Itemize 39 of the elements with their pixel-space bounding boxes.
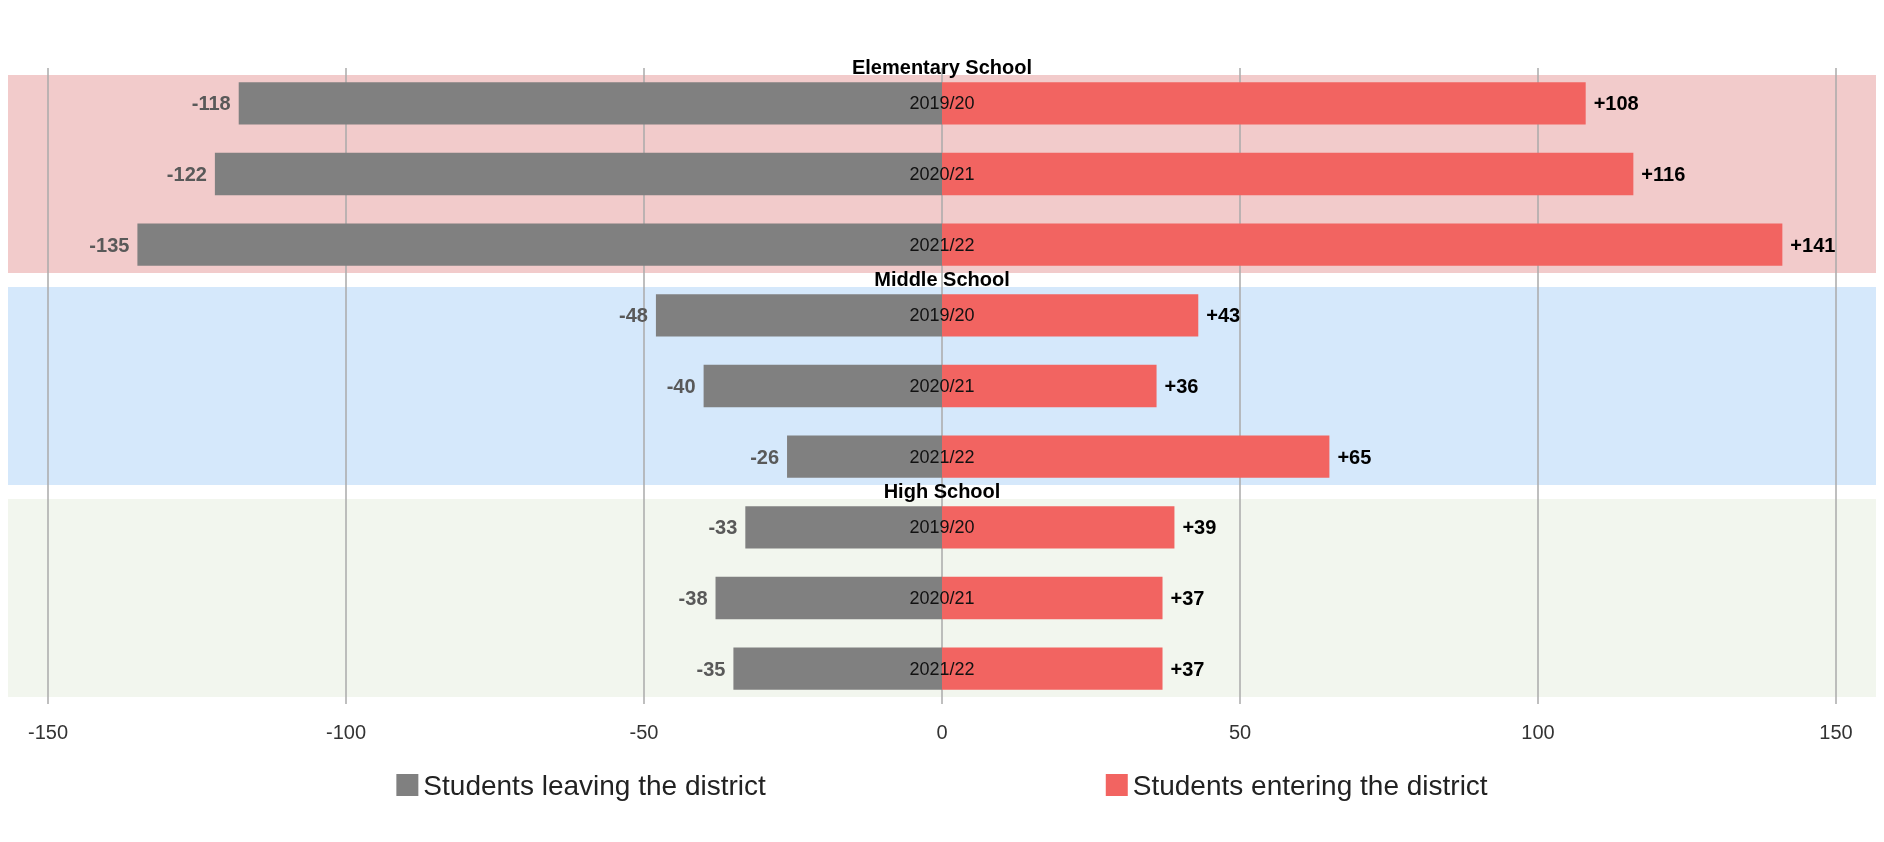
x-tick-label: 150 [1819, 721, 1853, 743]
data-label: +43 [1206, 304, 1241, 327]
annotation: High School [883, 480, 1001, 503]
annotation: Elementary School [851, 56, 1033, 79]
data-label: +116 [1641, 163, 1686, 185]
data-label: -35 [696, 657, 726, 680]
x-tick-label: -150 [27, 721, 69, 743]
y-tick-label: 2021/22 [909, 446, 975, 467]
data-label: -48 [619, 304, 648, 327]
data-label: -135 [89, 233, 130, 256]
x-tick-label: -100 [325, 721, 367, 743]
data-label: -26 [750, 445, 780, 468]
data-label: -33 [708, 516, 738, 539]
data-label: -122 [166, 163, 207, 185]
data-label: +65 [1337, 445, 1372, 468]
y-tick-label: 2021/22 [909, 658, 975, 679]
data-label: -40 [666, 375, 696, 397]
y-tick-label: 2019/20 [909, 517, 975, 538]
annotation: Middle School [874, 268, 1010, 291]
data-label: +141 [1790, 233, 1836, 256]
data-label: +39 [1182, 516, 1217, 539]
legend-label: Students entering the district [1132, 769, 1488, 801]
y-tick-label: 2020/21 [909, 376, 975, 396]
y-tick-label: 2020/21 [909, 588, 975, 608]
x-tick-label: -50 [629, 721, 659, 743]
legend-label: Students leaving the district [423, 769, 766, 801]
y-tick-label: 2019/20 [909, 93, 975, 114]
x-tick-label: 0 [936, 721, 948, 743]
data-label: +36 [1164, 375, 1199, 397]
y-tick-label: 2021/22 [909, 234, 975, 255]
x-tick-label: 50 [1228, 721, 1252, 743]
data-label: +37 [1170, 587, 1205, 609]
data-label: +108 [1593, 92, 1639, 115]
y-tick-label: 2019/20 [909, 305, 975, 326]
data-label: -38 [678, 587, 708, 609]
data-label: -118 [191, 92, 231, 115]
y-tick-label: 2020/21 [909, 164, 975, 184]
data-label: +37 [1170, 657, 1205, 680]
x-tick-label: 100 [1521, 721, 1555, 743]
